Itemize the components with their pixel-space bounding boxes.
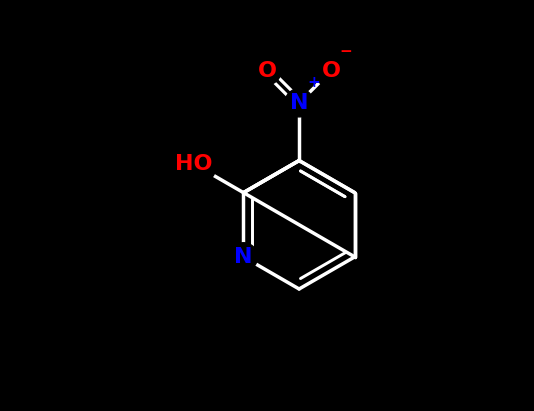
- Text: HO: HO: [175, 154, 212, 174]
- Circle shape: [170, 141, 217, 187]
- Text: +: +: [308, 75, 320, 90]
- Circle shape: [253, 56, 281, 85]
- Circle shape: [230, 243, 257, 271]
- Circle shape: [315, 54, 348, 88]
- Text: O: O: [321, 61, 341, 81]
- Text: −: −: [340, 44, 352, 59]
- Text: N: N: [234, 247, 253, 267]
- Text: N: N: [290, 93, 308, 113]
- Text: O: O: [257, 61, 277, 81]
- Circle shape: [285, 89, 313, 117]
